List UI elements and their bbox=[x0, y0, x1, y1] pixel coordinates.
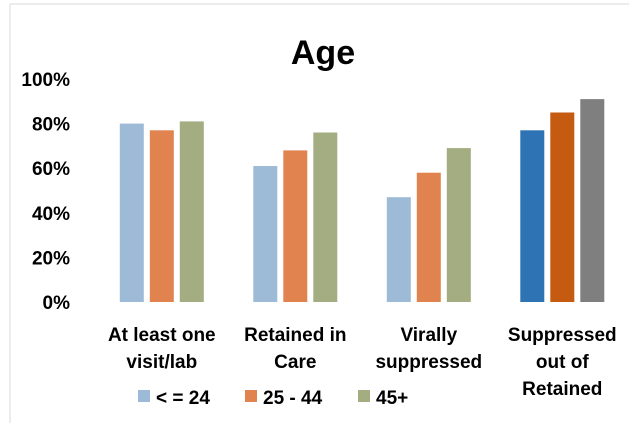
bar-1-0 bbox=[253, 166, 278, 302]
category-label: suppressed bbox=[375, 352, 482, 373]
y-tick-label: 0% bbox=[43, 293, 71, 314]
bar-3-1 bbox=[550, 112, 575, 302]
legend-swatch bbox=[358, 390, 370, 402]
y-tick-label: 80% bbox=[32, 115, 70, 136]
legend: < = 24 25 - 44 45+ bbox=[138, 388, 408, 409]
bar-1-2 bbox=[313, 132, 338, 302]
category-label: visit/lab bbox=[126, 352, 197, 373]
x-axis: At least one visit/lab Retained in Care Vira… bbox=[108, 325, 617, 400]
category-label: Suppressed bbox=[508, 325, 617, 346]
bar-2-2 bbox=[446, 148, 471, 302]
bars-group bbox=[119, 99, 605, 303]
legend-label: 45+ bbox=[376, 388, 408, 409]
bar-0-1 bbox=[149, 130, 174, 302]
chart-title: Age bbox=[291, 34, 355, 72]
y-tick-label: 40% bbox=[32, 204, 70, 225]
category-label: Virally bbox=[400, 325, 457, 346]
bar-0-2 bbox=[179, 121, 204, 303]
category-label: Retained bbox=[522, 379, 602, 400]
bar-2-0 bbox=[386, 197, 411, 302]
category-label: At least one bbox=[108, 325, 216, 346]
y-tick-label: 60% bbox=[32, 159, 70, 180]
y-tick-label: 20% bbox=[32, 248, 70, 269]
bar-2-1 bbox=[416, 172, 441, 302]
y-tick-label: 100% bbox=[21, 70, 70, 91]
bar-3-2 bbox=[580, 99, 605, 302]
category-label: out of bbox=[536, 352, 589, 373]
category-label: Retained in bbox=[244, 325, 346, 346]
legend-label: 25 - 44 bbox=[263, 388, 323, 409]
legend-swatch bbox=[138, 390, 150, 402]
bar-1-1 bbox=[283, 150, 308, 302]
category-label: Care bbox=[274, 352, 316, 373]
bar-3-0 bbox=[520, 130, 545, 302]
bar-0-0 bbox=[119, 123, 144, 302]
legend-swatch bbox=[245, 390, 257, 402]
y-axis: 0% 20% 40% 60% 80% 100% bbox=[21, 70, 70, 314]
legend-label: < = 24 bbox=[156, 388, 210, 409]
